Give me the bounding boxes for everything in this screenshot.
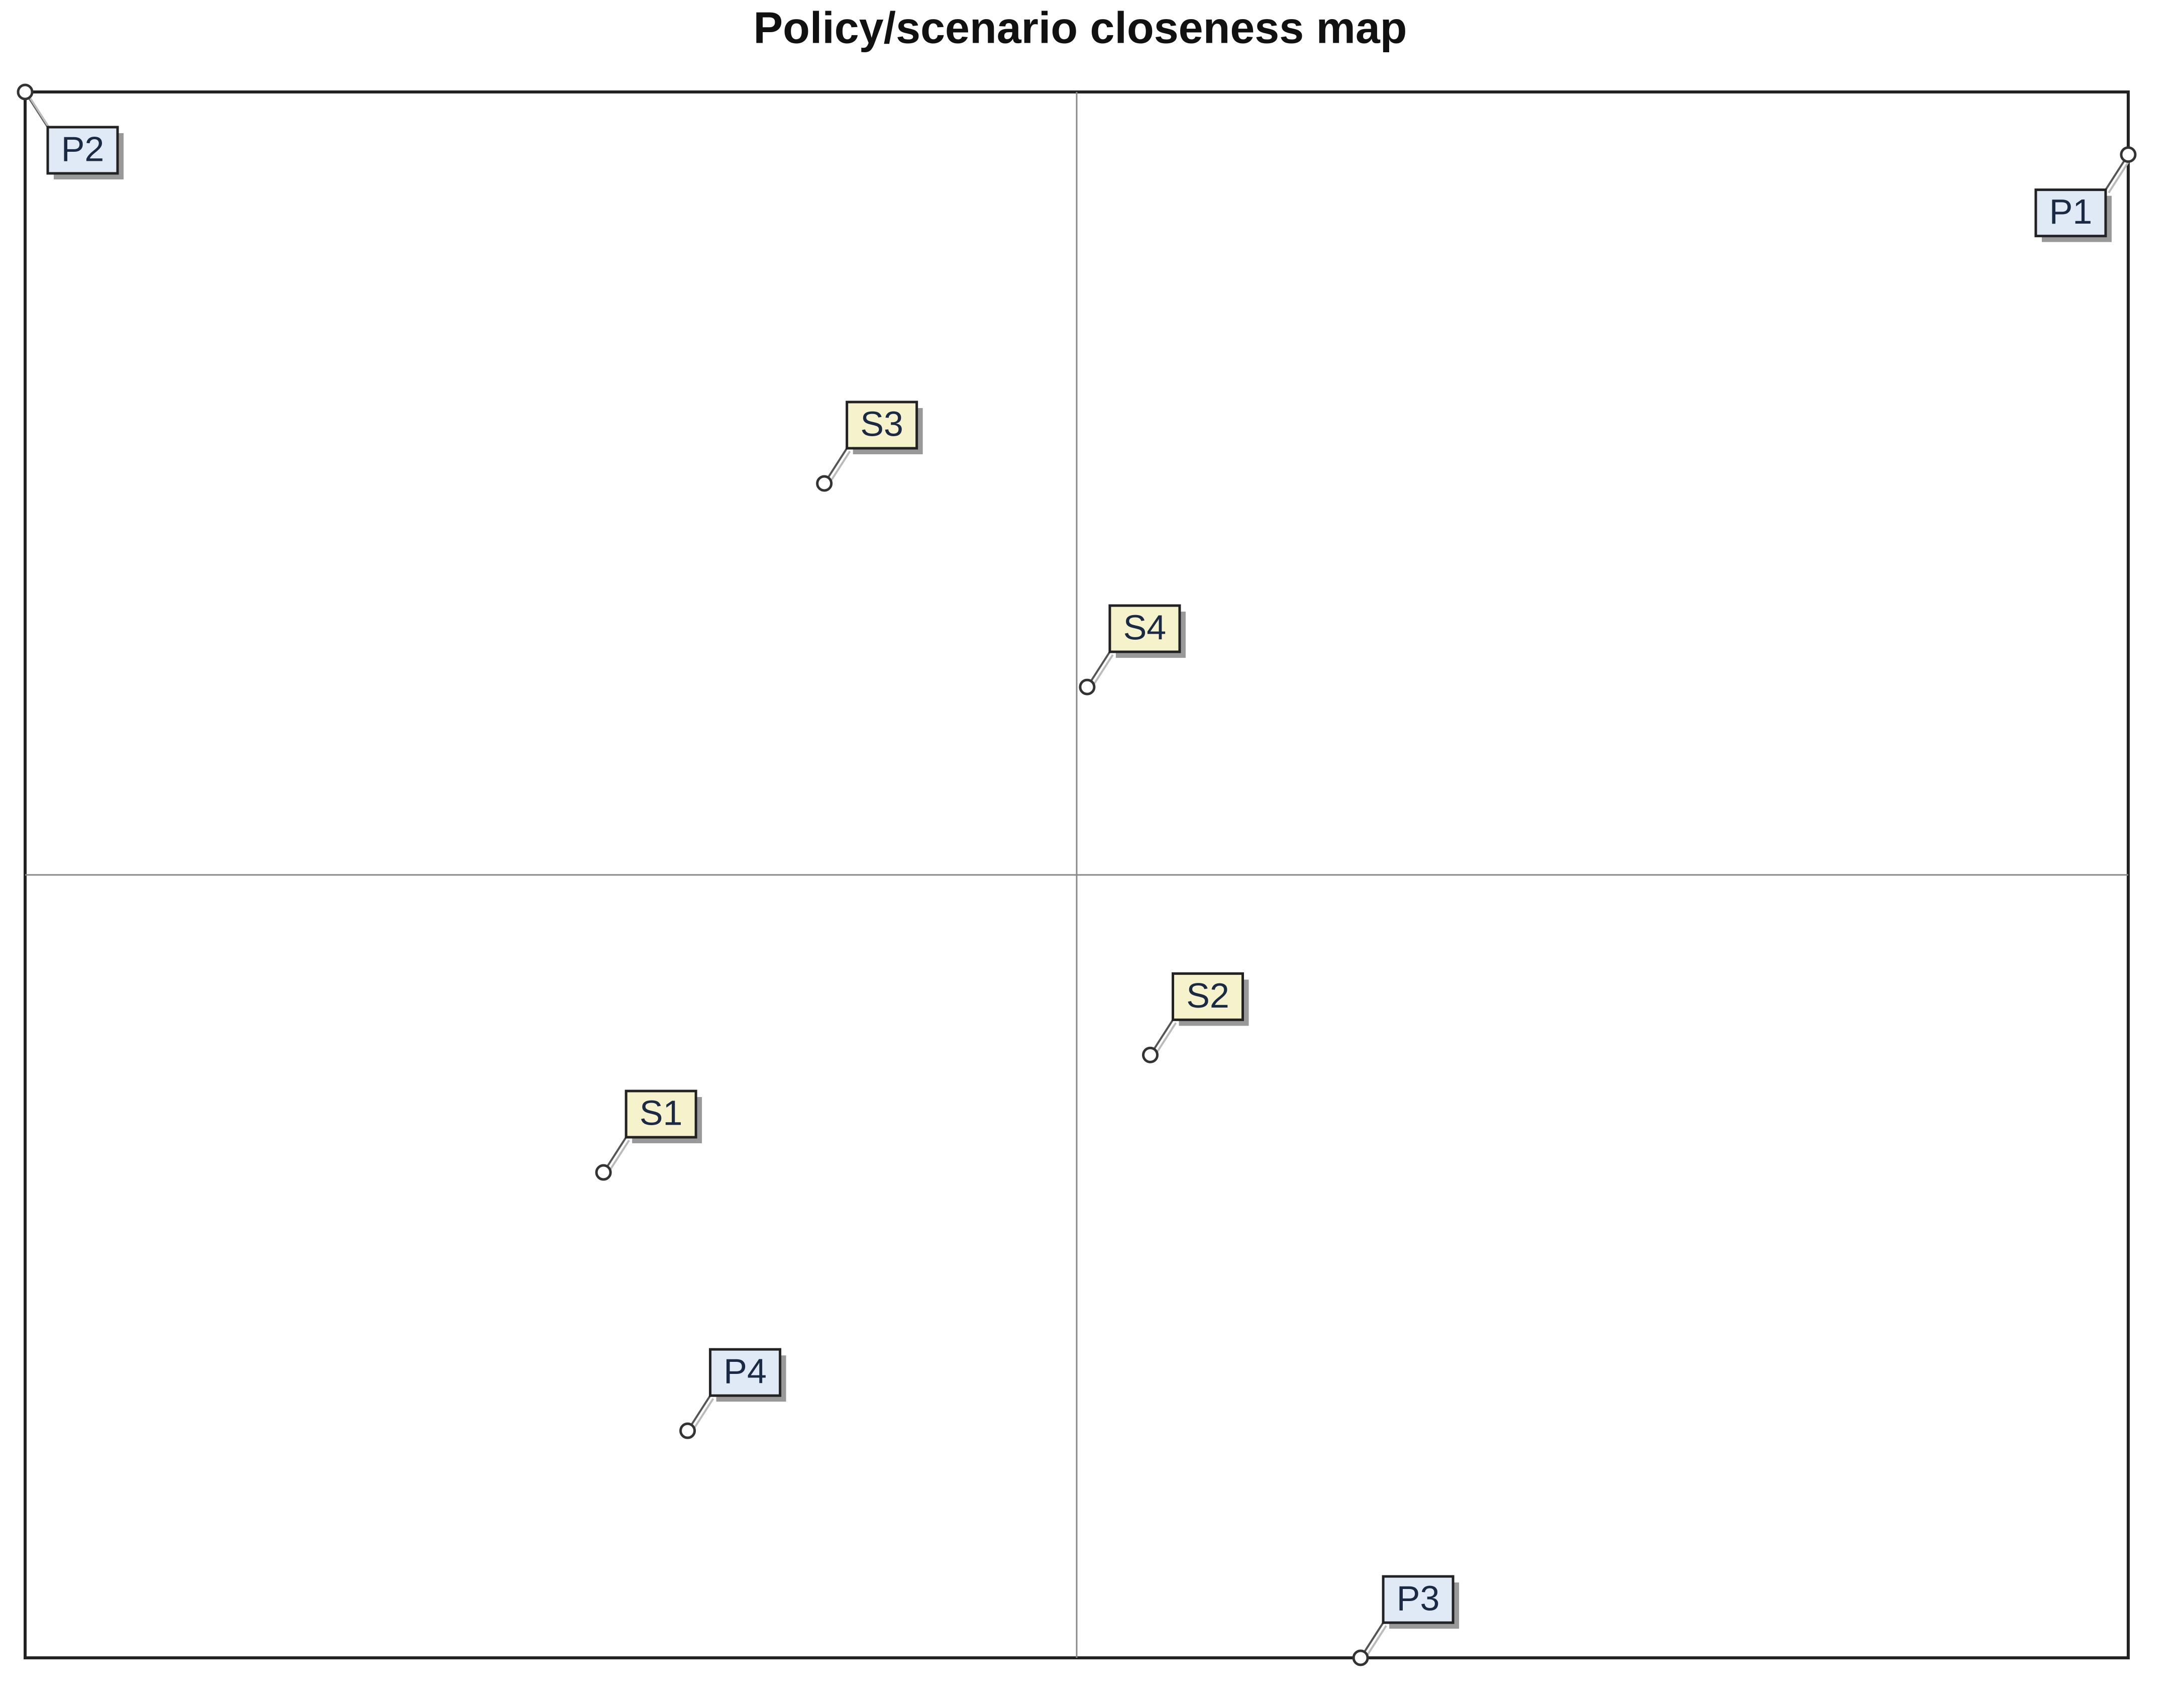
point-label: P1 bbox=[2049, 192, 2093, 231]
label-box bbox=[46, 126, 119, 175]
label-box bbox=[709, 1348, 782, 1397]
point-group: S3 bbox=[816, 401, 923, 492]
point-group: S2 bbox=[1142, 972, 1249, 1063]
point bbox=[1142, 1046, 1159, 1063]
label-box bbox=[846, 401, 918, 450]
label-box bbox=[2034, 188, 2107, 238]
point-group: S1 bbox=[595, 1089, 702, 1181]
point bbox=[2120, 146, 2137, 163]
point-group: S4 bbox=[1079, 604, 1186, 695]
point-group: P4 bbox=[679, 1348, 786, 1439]
leader-line bbox=[27, 94, 52, 131]
point bbox=[1079, 678, 1096, 695]
point-group: P1 bbox=[2034, 146, 2137, 242]
label-box bbox=[625, 1089, 697, 1139]
point bbox=[595, 1164, 612, 1181]
label-box bbox=[1108, 604, 1181, 653]
point-label: S2 bbox=[1186, 976, 1229, 1015]
point bbox=[1352, 1649, 1369, 1666]
point-label: P4 bbox=[723, 1352, 767, 1391]
point-label: S1 bbox=[640, 1093, 683, 1133]
point-group: P2 bbox=[17, 83, 124, 179]
chart-title: Policy/scenario closeness map bbox=[753, 3, 1407, 52]
point-label: S3 bbox=[860, 404, 903, 443]
point bbox=[816, 475, 833, 492]
point bbox=[17, 83, 34, 101]
leader-line bbox=[2108, 157, 2132, 193]
point bbox=[679, 1422, 696, 1439]
point-group: P3 bbox=[1352, 1575, 1460, 1666]
point-label: P3 bbox=[1397, 1578, 1440, 1618]
point-label: S4 bbox=[1123, 608, 1167, 647]
label-box bbox=[1172, 972, 1244, 1021]
label-box bbox=[1382, 1575, 1454, 1624]
point-label: P2 bbox=[61, 129, 105, 168]
